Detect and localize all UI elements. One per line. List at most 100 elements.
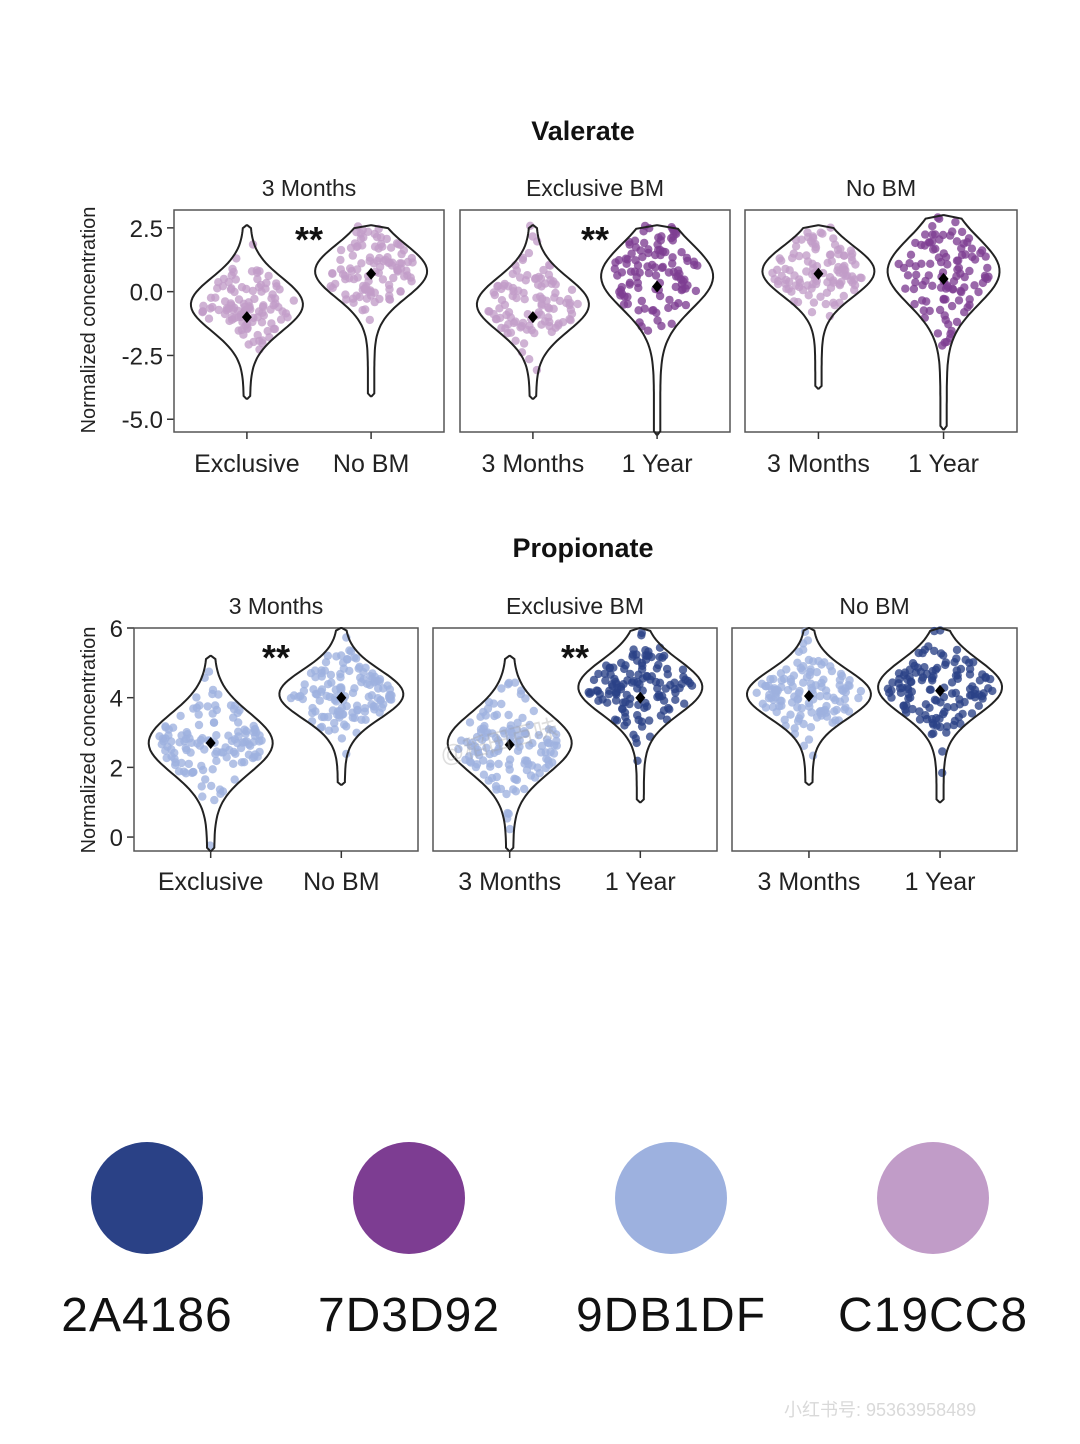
data-point bbox=[210, 795, 219, 805]
facet-label: 3 Months bbox=[229, 593, 324, 619]
data-point bbox=[350, 653, 359, 662]
data-point bbox=[777, 701, 786, 710]
data-point bbox=[851, 260, 860, 269]
mean-marker bbox=[504, 738, 515, 751]
data-point bbox=[326, 670, 336, 680]
data-point bbox=[372, 232, 382, 242]
data-point bbox=[212, 731, 221, 740]
mean-marker bbox=[813, 267, 824, 280]
data-point bbox=[794, 714, 804, 723]
data-point bbox=[204, 314, 214, 323]
data-point bbox=[668, 253, 677, 262]
data-point bbox=[505, 824, 515, 834]
data-point bbox=[905, 259, 914, 268]
data-point bbox=[320, 712, 329, 722]
data-point bbox=[228, 264, 237, 274]
data-point bbox=[529, 706, 538, 716]
data-point bbox=[629, 730, 638, 739]
data-point bbox=[511, 336, 520, 345]
data-point bbox=[594, 669, 603, 679]
data-point bbox=[938, 768, 947, 778]
data-point bbox=[335, 707, 344, 716]
data-point bbox=[638, 252, 647, 262]
data-point bbox=[296, 691, 305, 701]
data-point bbox=[601, 676, 610, 685]
data-point bbox=[509, 785, 518, 794]
data-point bbox=[493, 282, 502, 291]
data-point bbox=[346, 243, 356, 253]
data-point bbox=[573, 299, 582, 309]
data-point bbox=[960, 308, 969, 317]
data-point bbox=[198, 734, 207, 743]
data-point bbox=[974, 701, 983, 710]
data-point bbox=[593, 686, 602, 696]
data-point bbox=[655, 291, 665, 301]
data-point bbox=[396, 287, 405, 296]
data-point bbox=[835, 675, 845, 685]
data-point bbox=[954, 296, 964, 305]
data-point bbox=[236, 743, 246, 753]
data-point bbox=[332, 652, 341, 661]
x-tick-label: Exclusive bbox=[158, 868, 264, 896]
x-tick-label: 1 Year bbox=[908, 450, 979, 478]
data-point bbox=[938, 747, 947, 756]
data-point bbox=[603, 698, 612, 707]
x-tick-label: 1 Year bbox=[605, 868, 676, 896]
data-point bbox=[242, 727, 251, 736]
data-point bbox=[229, 759, 238, 768]
data-point bbox=[984, 684, 993, 693]
data-point bbox=[967, 709, 977, 718]
data-point bbox=[542, 735, 552, 744]
data-point bbox=[258, 339, 267, 348]
data-point bbox=[466, 758, 476, 767]
data-point bbox=[975, 676, 985, 685]
data-point bbox=[479, 770, 489, 779]
y-tick-label: 6 bbox=[110, 616, 123, 643]
data-point bbox=[662, 664, 672, 674]
data-point bbox=[633, 278, 642, 288]
data-point bbox=[376, 696, 385, 705]
data-point bbox=[222, 304, 232, 313]
data-point bbox=[454, 744, 463, 754]
swatch-dot bbox=[877, 1142, 989, 1254]
data-point bbox=[233, 306, 242, 315]
data-point bbox=[407, 277, 416, 286]
data-point bbox=[330, 718, 339, 728]
data-point bbox=[922, 297, 931, 306]
data-point bbox=[208, 689, 217, 699]
data-point bbox=[956, 286, 965, 296]
data-point bbox=[235, 706, 244, 715]
data-point bbox=[888, 678, 897, 687]
data-point bbox=[785, 277, 794, 286]
data-point bbox=[816, 228, 825, 237]
data-point bbox=[323, 651, 333, 660]
data-point bbox=[795, 686, 804, 696]
facet-label: Exclusive BM bbox=[526, 175, 664, 201]
data-point bbox=[336, 673, 345, 682]
data-point bbox=[782, 665, 791, 674]
data-point bbox=[481, 711, 490, 720]
data-point bbox=[520, 784, 529, 794]
data-point bbox=[795, 278, 805, 287]
data-point bbox=[804, 735, 814, 744]
data-point bbox=[317, 668, 326, 678]
data-point bbox=[604, 689, 614, 699]
data-point bbox=[803, 281, 812, 290]
data-point bbox=[518, 253, 528, 263]
data-point bbox=[918, 280, 927, 290]
data-point bbox=[795, 251, 804, 261]
data-point bbox=[921, 230, 930, 239]
data-point bbox=[771, 693, 780, 702]
data-point bbox=[809, 298, 819, 307]
data-point bbox=[524, 248, 534, 258]
data-point bbox=[965, 300, 974, 310]
data-point bbox=[358, 285, 367, 294]
data-point bbox=[606, 670, 615, 679]
violin-outline bbox=[475, 224, 590, 400]
y-axis-label: Normalized concentration bbox=[78, 207, 100, 434]
data-point bbox=[220, 297, 230, 306]
data-point bbox=[667, 319, 676, 328]
data-point bbox=[927, 730, 936, 739]
facet-panel: No BM 3 Months 1 Year bbox=[744, 175, 1018, 478]
data-point bbox=[675, 683, 684, 693]
